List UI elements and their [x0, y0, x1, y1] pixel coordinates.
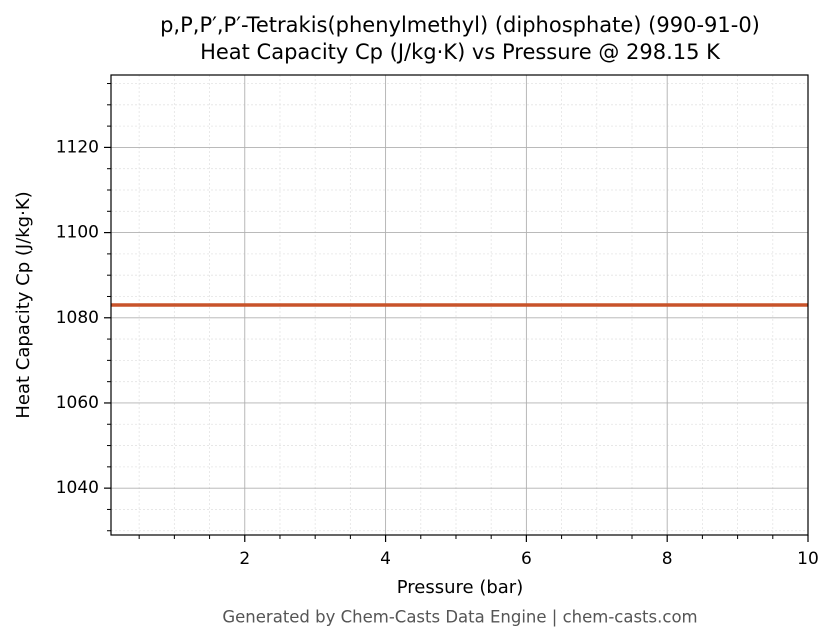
x-tick-label: 4: [380, 549, 391, 569]
x-tick-label: 2: [239, 549, 250, 569]
y-tick-label: 1120: [56, 137, 99, 157]
chart-title: p,P,P′,P′-Tetrakis(phenylmethyl) (diphos…: [160, 13, 760, 37]
y-tick-label: 1040: [56, 478, 99, 498]
chart-subtitle: Heat Capacity Cp (J/kg·K) vs Pressure @ …: [200, 40, 721, 64]
y-axis-label: Heat Capacity Cp (J/kg·K): [13, 191, 34, 418]
y-tick-label: 1100: [56, 223, 99, 243]
x-tick-label: 6: [521, 549, 532, 569]
footer: Generated by Chem-Casts Data Engine | ch…: [222, 608, 697, 627]
x-axis-label: Pressure (bar): [397, 577, 523, 598]
x-tick-label: 10: [797, 549, 819, 569]
y-tick-label: 1060: [56, 393, 99, 413]
x-tick-label: 8: [662, 549, 673, 569]
plot-frame: [110, 74, 809, 536]
y-tick-label: 1080: [56, 308, 99, 328]
